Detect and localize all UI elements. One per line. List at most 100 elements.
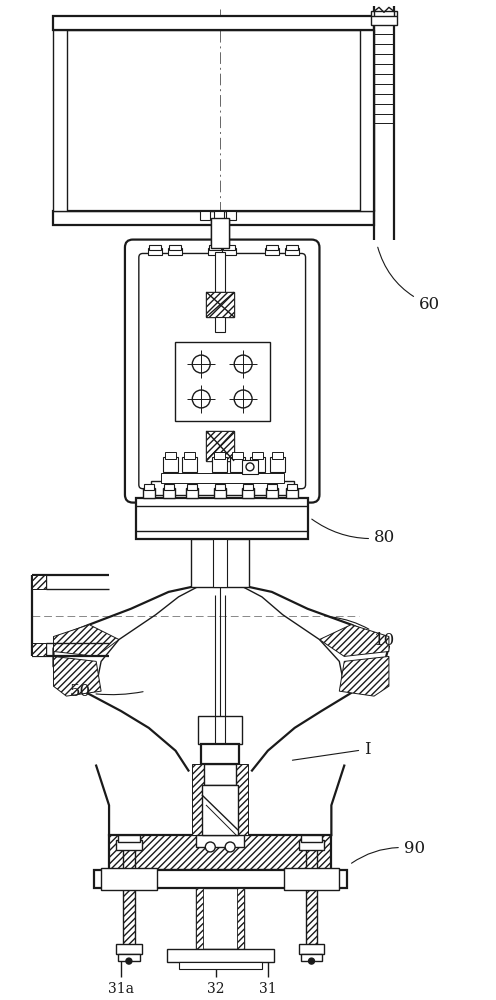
Bar — [169, 245, 181, 250]
Bar — [185, 452, 195, 459]
Bar — [215, 317, 225, 332]
Bar — [204, 764, 236, 785]
Text: I: I — [293, 741, 371, 760]
Bar — [211, 218, 229, 248]
Bar — [149, 245, 161, 250]
Bar — [215, 461, 225, 479]
Bar — [109, 835, 331, 870]
Polygon shape — [339, 656, 389, 696]
Bar — [232, 452, 243, 459]
Bar — [301, 954, 322, 961]
Bar — [214, 452, 225, 459]
Bar — [286, 245, 298, 250]
Polygon shape — [236, 764, 248, 835]
Bar — [163, 488, 175, 498]
Bar — [212, 457, 227, 472]
Text: 10: 10 — [332, 617, 395, 649]
Bar — [54, 30, 67, 211]
Circle shape — [205, 842, 215, 852]
Bar — [208, 248, 222, 255]
Bar — [301, 835, 322, 842]
Bar — [215, 484, 225, 490]
Bar — [165, 452, 176, 459]
Bar — [230, 457, 245, 472]
Circle shape — [126, 958, 132, 964]
Text: 32: 32 — [207, 982, 225, 996]
Bar — [270, 457, 285, 472]
Polygon shape — [319, 625, 389, 656]
Circle shape — [225, 842, 235, 852]
Bar — [168, 248, 182, 255]
Bar — [187, 484, 197, 490]
Bar — [191, 539, 249, 587]
Circle shape — [234, 390, 252, 408]
FancyBboxPatch shape — [139, 253, 306, 489]
Text: 50: 50 — [69, 683, 143, 700]
Bar — [266, 245, 278, 250]
Polygon shape — [192, 764, 204, 835]
Bar — [201, 744, 239, 764]
Bar — [94, 870, 347, 888]
Bar — [200, 211, 210, 220]
Bar — [164, 484, 174, 490]
Bar — [175, 342, 270, 421]
Bar — [54, 211, 374, 225]
Text: 60: 60 — [378, 247, 440, 313]
Bar — [242, 488, 254, 498]
Bar — [284, 868, 339, 890]
Bar — [151, 481, 294, 495]
Bar — [213, 539, 227, 587]
Bar — [179, 962, 262, 969]
Bar — [116, 944, 142, 954]
Bar — [118, 954, 140, 961]
Bar — [163, 457, 178, 472]
Circle shape — [192, 390, 210, 408]
Bar — [136, 498, 308, 539]
Text: 31: 31 — [259, 982, 277, 996]
Polygon shape — [54, 656, 101, 696]
Bar — [299, 840, 324, 850]
Bar — [222, 248, 236, 255]
Circle shape — [192, 355, 210, 373]
Bar — [243, 484, 253, 490]
Bar — [306, 840, 317, 954]
Polygon shape — [204, 764, 236, 785]
Bar — [286, 488, 298, 498]
Bar — [266, 488, 278, 498]
Circle shape — [309, 958, 314, 964]
Bar — [148, 248, 162, 255]
Bar — [123, 840, 135, 954]
Bar — [287, 484, 297, 490]
Bar — [252, 452, 263, 459]
Text: 90: 90 — [352, 840, 425, 863]
Bar — [143, 488, 155, 498]
Circle shape — [234, 355, 252, 373]
Bar — [202, 785, 238, 835]
Bar — [196, 888, 244, 949]
Bar — [196, 835, 244, 847]
Bar — [144, 484, 154, 490]
Text: 80: 80 — [312, 519, 395, 546]
Polygon shape — [54, 625, 119, 656]
Polygon shape — [237, 888, 244, 949]
Bar — [161, 473, 284, 483]
Text: 31a: 31a — [108, 982, 134, 996]
Bar — [272, 452, 283, 459]
Circle shape — [246, 463, 254, 471]
Bar — [299, 944, 324, 954]
Bar — [223, 245, 235, 250]
Polygon shape — [196, 888, 203, 949]
Bar — [116, 840, 142, 850]
Polygon shape — [206, 431, 234, 461]
Bar — [118, 835, 140, 842]
Bar — [198, 716, 242, 744]
Bar — [371, 11, 397, 25]
Bar — [250, 457, 265, 472]
Bar — [226, 211, 236, 220]
Bar — [101, 868, 157, 890]
Bar — [214, 488, 226, 498]
Polygon shape — [32, 643, 46, 656]
Bar — [242, 460, 258, 474]
Bar — [267, 484, 277, 490]
Bar — [360, 30, 374, 211]
